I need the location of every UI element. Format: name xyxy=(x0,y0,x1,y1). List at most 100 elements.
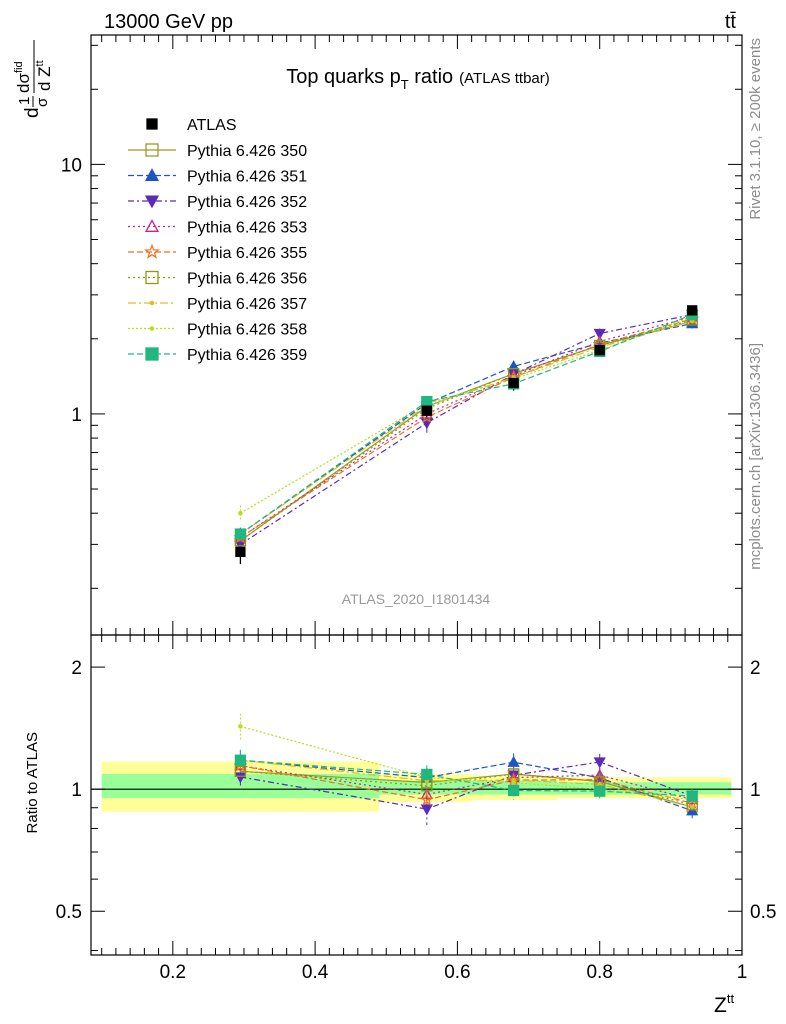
data-point xyxy=(594,345,605,356)
legend-label: Pythia 6.426 352 xyxy=(187,194,307,211)
ratio-markers xyxy=(233,724,700,816)
ratio-marker xyxy=(594,785,606,797)
legend-marker xyxy=(144,168,160,181)
legend-marker xyxy=(145,270,159,285)
data-point xyxy=(687,305,698,316)
ratio-marker xyxy=(593,768,606,780)
ratio-marker xyxy=(421,768,433,781)
beam-label: 13000 GeV pp xyxy=(104,11,233,33)
mcplots-label: mcplots.cern.ch [arXiv:1306.3436] xyxy=(747,343,764,570)
y-label-denom-sup: tt xyxy=(34,60,46,66)
series-line xyxy=(240,316,693,514)
legend-label: Pythia 6.426 358 xyxy=(187,322,307,339)
analysis-id: ATLAS_2020_I1801434 xyxy=(342,591,491,607)
x-axis-label: Ztt xyxy=(714,991,734,1017)
legend-label: Pythia 6.426 351 xyxy=(187,169,307,186)
ratio-marker xyxy=(234,765,247,777)
x-tick-label: 0.2 xyxy=(160,962,186,983)
chart-title: Top quarks pT ratio (ATLAS ttbar) xyxy=(286,66,550,92)
x-tick-label: 0.6 xyxy=(444,962,470,983)
y-label-dsigma: dσ xyxy=(14,73,33,93)
x-label-main: Z xyxy=(714,994,727,1017)
legend-marker xyxy=(149,300,155,306)
series-line xyxy=(240,320,693,542)
ratio-marker xyxy=(686,790,698,802)
svg-text:d: d xyxy=(22,107,43,118)
series-line xyxy=(240,314,693,535)
chart-title-sub: T xyxy=(401,77,409,92)
process-label: tt̄ xyxy=(725,11,737,33)
series-line xyxy=(240,316,693,538)
y-tick-label: 10 xyxy=(61,155,82,176)
ratio-marker xyxy=(420,788,433,800)
y-tick-label: 1 xyxy=(71,405,82,426)
ratio-marker xyxy=(511,780,516,785)
ratio-series-line xyxy=(240,765,693,804)
chart-title-main: Top quarks p xyxy=(286,66,401,88)
series-marker xyxy=(593,328,606,340)
x-tick-label: 0.8 xyxy=(586,962,612,983)
ratio-marker xyxy=(593,757,606,769)
ratio-frame xyxy=(90,634,743,956)
ratio-tick-label-left: 1 xyxy=(71,780,82,801)
legend-marker xyxy=(144,195,160,209)
series-line xyxy=(240,314,693,545)
x-tick-label: 1 xyxy=(737,962,748,983)
data-point xyxy=(508,377,519,389)
legend-label: Pythia 6.426 350 xyxy=(187,143,307,160)
ratio-marker xyxy=(420,804,433,816)
y-label-frac-den: σ xyxy=(34,97,51,107)
x-tick-label: 0.4 xyxy=(302,962,329,983)
series-line xyxy=(240,323,693,535)
series-marker xyxy=(234,528,247,540)
main-markers xyxy=(233,305,700,558)
chart-title-small: (ATLAS ttbar) xyxy=(459,70,550,87)
series-marker xyxy=(421,395,433,408)
main-series-lines xyxy=(240,314,693,545)
series-marker xyxy=(234,539,247,551)
series-marker xyxy=(420,418,433,430)
legend-marker xyxy=(144,219,160,232)
ratio-marker xyxy=(507,755,520,767)
legend-marker-atlas xyxy=(146,118,158,130)
legend-label: Pythia 6.426 355 xyxy=(187,245,307,262)
ratio-axes: 0.2 0.4 0.6 0.8 1 0.5 0.5 1 1 2 2 xyxy=(56,621,776,983)
y-label-prefix: d xyxy=(22,107,43,118)
legend-label: Pythia 6.426 359 xyxy=(187,347,307,364)
chart-title-rest: ratio xyxy=(409,66,453,88)
legend-marker xyxy=(145,347,159,361)
legend-marker xyxy=(149,326,155,331)
series-line xyxy=(240,318,693,538)
ratio-tick-label-right: 2 xyxy=(750,658,761,679)
y-axis-label: d 1 σ dσfid d Ztt xyxy=(13,40,54,118)
ratio-marker xyxy=(689,804,695,810)
series-line xyxy=(240,319,693,542)
y-label-denom-group: d Ztt xyxy=(34,60,54,91)
ratio-marker xyxy=(234,754,247,766)
ratio-tick-label-left: 2 xyxy=(71,658,82,679)
y-label-dsigma-group: dσfid xyxy=(13,61,33,93)
legend-marker xyxy=(144,243,160,259)
y-label-denom: d Z xyxy=(35,66,54,91)
legend: ATLAS Pythia 6.426 350 Pythia 6.426 351 Pyt… xyxy=(128,117,307,364)
data-point xyxy=(235,546,246,558)
x-label-sup: tt xyxy=(727,991,735,1006)
legend-label-atlas: ATLAS xyxy=(187,117,237,134)
y-label-frac-num: 1 xyxy=(16,97,33,105)
series-line xyxy=(240,320,693,535)
ratio-marker xyxy=(592,772,607,786)
ratio-tick-label-left: 0.5 xyxy=(56,902,82,923)
series-marker xyxy=(238,510,243,516)
ratio-tick-label-right: 1 xyxy=(750,780,761,801)
legend-marker xyxy=(145,143,159,157)
ratio-tick-label-right: 0.5 xyxy=(750,902,776,923)
legend-label: Pythia 6.426 356 xyxy=(187,271,307,288)
ratio-series-line xyxy=(240,765,693,801)
legend-label: Pythia 6.426 353 xyxy=(187,220,307,237)
ratio-y-label: Ratio to ATLAS xyxy=(24,732,41,833)
ratio-uncertainty-bands xyxy=(91,761,742,812)
ratio-marker xyxy=(238,724,243,729)
data-point xyxy=(421,405,432,416)
rivet-label: Rivet 3.1.10, ≥ 200k events xyxy=(747,38,764,220)
